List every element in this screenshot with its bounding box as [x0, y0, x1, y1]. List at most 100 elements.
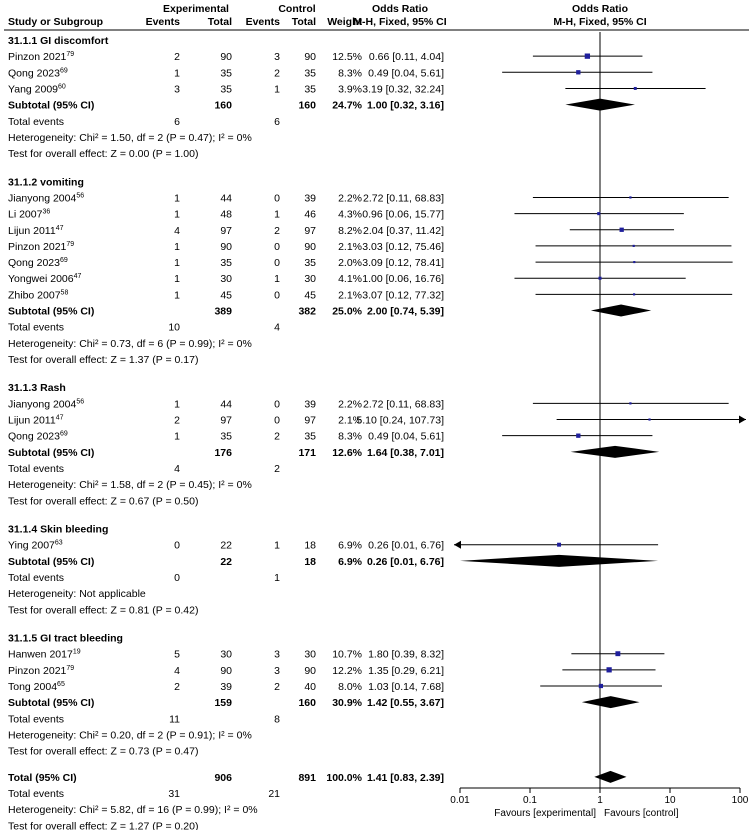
subgroup-2-overall-effect: Test for overall effect: Z = 1.37 (P = 0…: [8, 354, 198, 366]
subgroup-5-study-1-ctrl-total: 30: [304, 649, 316, 661]
subgroup-5-total-events-label: Total events: [8, 713, 64, 725]
subgroup-5-subtotal-ctrl-total: 160: [298, 697, 316, 709]
subgroup-2-study-5-exp-events: 1: [174, 257, 180, 269]
subgroup-2-study-6-or-ci: 1.00 [0.06, 16.76]: [362, 273, 444, 285]
subgroup-2-study-5-ctrl-events: 0: [274, 257, 280, 269]
subgroup-4-subtotal-label: Subtotal (95% CI): [8, 556, 94, 568]
subgroup-3-subtotal-or-ci: 1.64 [0.38, 7.01]: [367, 447, 444, 459]
subgroup-3-heterogeneity: Heterogeneity: Chi² = 1.58, df = 2 (P = …: [8, 479, 252, 491]
total-diamond: [594, 770, 627, 783]
subgroup-2-subtotal-weight: 25.0%: [332, 306, 362, 318]
experimental-group-header: Experimental: [163, 3, 229, 15]
subgroup-5-title: 31.1.5 GI tract bleeding: [8, 633, 123, 645]
overall-total-events-exp: 31: [168, 788, 180, 800]
subgroup-2-study-1-ctrl-total: 39: [304, 192, 316, 204]
subgroup-2-study-3-or-ci: 2.04 [0.37, 11.42]: [363, 225, 444, 237]
subgroup-2-total-events-exp: 10: [168, 322, 180, 334]
subgroup-1-overall-effect: Test for overall effect: Z = 0.00 (P = 1…: [8, 148, 198, 160]
subgroup-2-study-6-ctrl-events: 1: [274, 273, 280, 285]
subgroup-5-subtotal-label: Subtotal (95% CI): [8, 697, 94, 709]
subgroup-2-study-3-exp-total: 97: [220, 225, 232, 237]
subgroup-1-study-3-ctrl-events: 1: [274, 83, 280, 95]
subgroup-4-study-1-arrow-left: [454, 540, 461, 549]
subgroup-1-subtotal-label: Subtotal (95% CI): [8, 100, 94, 112]
subgroup-1-study-3-exp-events: 3: [174, 83, 180, 95]
subgroup-1-study-2-exp-total: 35: [220, 67, 232, 79]
subgroup-1-study-3-ctrl-total: 35: [304, 83, 316, 95]
subgroup-2-total-events-ctrl: 4: [274, 322, 280, 334]
favours-control-label: Favours [control]: [604, 808, 679, 819]
subgroup-3-study-3-weight: 8.3%: [338, 431, 362, 443]
experimental-total-header: Total: [208, 16, 232, 28]
control-events-header: Events: [246, 16, 281, 28]
subgroup-3-subtotal-label: Subtotal (95% CI): [8, 447, 94, 459]
subgroup-1-study-2-ctrl-events: 2: [274, 67, 280, 79]
subgroup-3-total-events-exp: 4: [174, 463, 180, 475]
subgroup-2-study-6-ctrl-total: 30: [304, 273, 316, 285]
subgroup-2-subtotal-exp-total: 389: [214, 306, 232, 318]
subgroup-4-subtotal-or-ci: 0.26 [0.01, 6.76]: [367, 556, 444, 568]
subgroup-2-study-7-ctrl-events: 0: [274, 289, 280, 301]
subgroup-2-study-5-ctrl-total: 35: [304, 257, 316, 269]
subgroup-4-total-events-exp: 0: [174, 572, 180, 584]
subgroup-3-study-1-or-ci: 2.72 [0.11, 68.83]: [363, 398, 444, 410]
subgroup-1-study-1-ctrl-events: 3: [274, 51, 280, 63]
subgroup-2-subtotal-ctrl-total: 382: [298, 306, 316, 318]
subgroup-2-total-events-label: Total events: [8, 322, 64, 334]
plot-column-title: Odds Ratio: [572, 3, 628, 15]
subgroup-2-study-1-name: Jianyong 200456: [8, 192, 84, 204]
subgroup-1-heterogeneity: Heterogeneity: Chi² = 1.50, df = 2 (P = …: [8, 132, 252, 144]
subgroup-5-overall-effect: Test for overall effect: Z = 0.73 (P = 0…: [8, 746, 198, 758]
overall-heterogeneity: Heterogeneity: Chi² = 5.82, df = 16 (P =…: [8, 804, 258, 816]
subgroup-5-study-3-or-ci: 1.03 [0.14, 7.68]: [368, 681, 444, 693]
overall-effect: Test for overall effect: Z = 1.27 (P = 0…: [8, 820, 198, 830]
experimental-events-header: Events: [146, 16, 181, 28]
subgroup-2-study-3-exp-events: 4: [174, 225, 180, 237]
subgroup-1-subtotal-exp-total: 160: [214, 100, 232, 112]
subgroup-3-study-3-ctrl-events: 2: [274, 431, 280, 443]
subgroup-3-total-events-ctrl: 2: [274, 463, 280, 475]
subgroup-4-study-1-name: Ying 200763: [8, 540, 63, 552]
subgroup-4-study-1-ctrl-events: 1: [274, 540, 280, 552]
plot-method-header: M-H, Fixed, 95% CI: [553, 16, 646, 28]
subgroup-2-study-2-exp-events: 1: [174, 209, 180, 221]
subgroup-2-study-2-ctrl-events: 1: [274, 209, 280, 221]
subgroup-4-heterogeneity: Heterogeneity: Not applicable: [8, 588, 146, 600]
subgroup-4-study-1-exp-total: 22: [220, 540, 232, 552]
subgroup-4-subtotal-exp-total: 22: [220, 556, 232, 568]
x-tick-label-2: 0.1: [523, 795, 537, 806]
subgroup-3-study-1-weight: 2.2%: [338, 398, 362, 410]
subgroup-2-study-1-weight: 2.2%: [338, 192, 362, 204]
subgroup-1-total-events-label: Total events: [8, 116, 64, 128]
subgroup-2-study-4-or-ci: 3.03 [0.12, 75.46]: [362, 241, 444, 253]
subgroup-5-study-3-exp-events: 2: [174, 681, 180, 693]
subgroup-5-study-2-exp-total: 90: [220, 665, 232, 677]
subgroup-3-study-2-weight: 2.1%: [338, 415, 362, 427]
subgroup-3-study-1-exp-events: 1: [174, 398, 180, 410]
subgroup-2-study-3-ctrl-events: 2: [274, 225, 280, 237]
subgroup-1-subtotal-or-ci: 1.00 [0.32, 3.16]: [367, 100, 444, 112]
subgroup-4-study-1-point: [557, 542, 562, 547]
subgroup-3-study-3-ctrl-total: 35: [304, 431, 316, 443]
subgroup-5-study-2-exp-events: 4: [174, 665, 180, 677]
subgroup-1-study-3-or-ci: 3.19 [0.32, 32.24]: [362, 83, 444, 95]
subgroup-2-study-6-weight: 4.1%: [338, 273, 362, 285]
subgroup-2-subtotal-diamond: [590, 304, 652, 317]
subgroup-2-study-4-name: Pinzon 202179: [8, 241, 74, 253]
subgroup-1-study-1-point: [584, 53, 591, 59]
subgroup-4-overall-effect: Test for overall effect: Z = 0.81 (P = 0…: [8, 604, 198, 616]
control-total-header: Total: [292, 16, 316, 28]
subgroup-2-study-5-point: [633, 261, 636, 264]
subgroup-3-study-2-name: Lijun 201147: [8, 415, 64, 427]
subgroup-2-study-4-point: [632, 244, 635, 247]
subgroup-1-study-2-name: Qong 202369: [8, 67, 68, 79]
subgroup-2-study-4-ctrl-events: 0: [274, 241, 280, 253]
subgroup-2-study-7-weight: 2.1%: [338, 289, 362, 301]
subgroup-5-study-3-weight: 8.0%: [338, 681, 362, 693]
subgroup-5-study-3-name: Tong 200465: [8, 681, 65, 693]
subgroup-4-total-events-ctrl: 1: [274, 572, 280, 584]
subgroup-2-study-2-ctrl-total: 46: [304, 209, 316, 221]
subgroup-3-study-2-ctrl-events: 0: [274, 415, 280, 427]
subgroup-1-study-2-point: [576, 70, 581, 75]
